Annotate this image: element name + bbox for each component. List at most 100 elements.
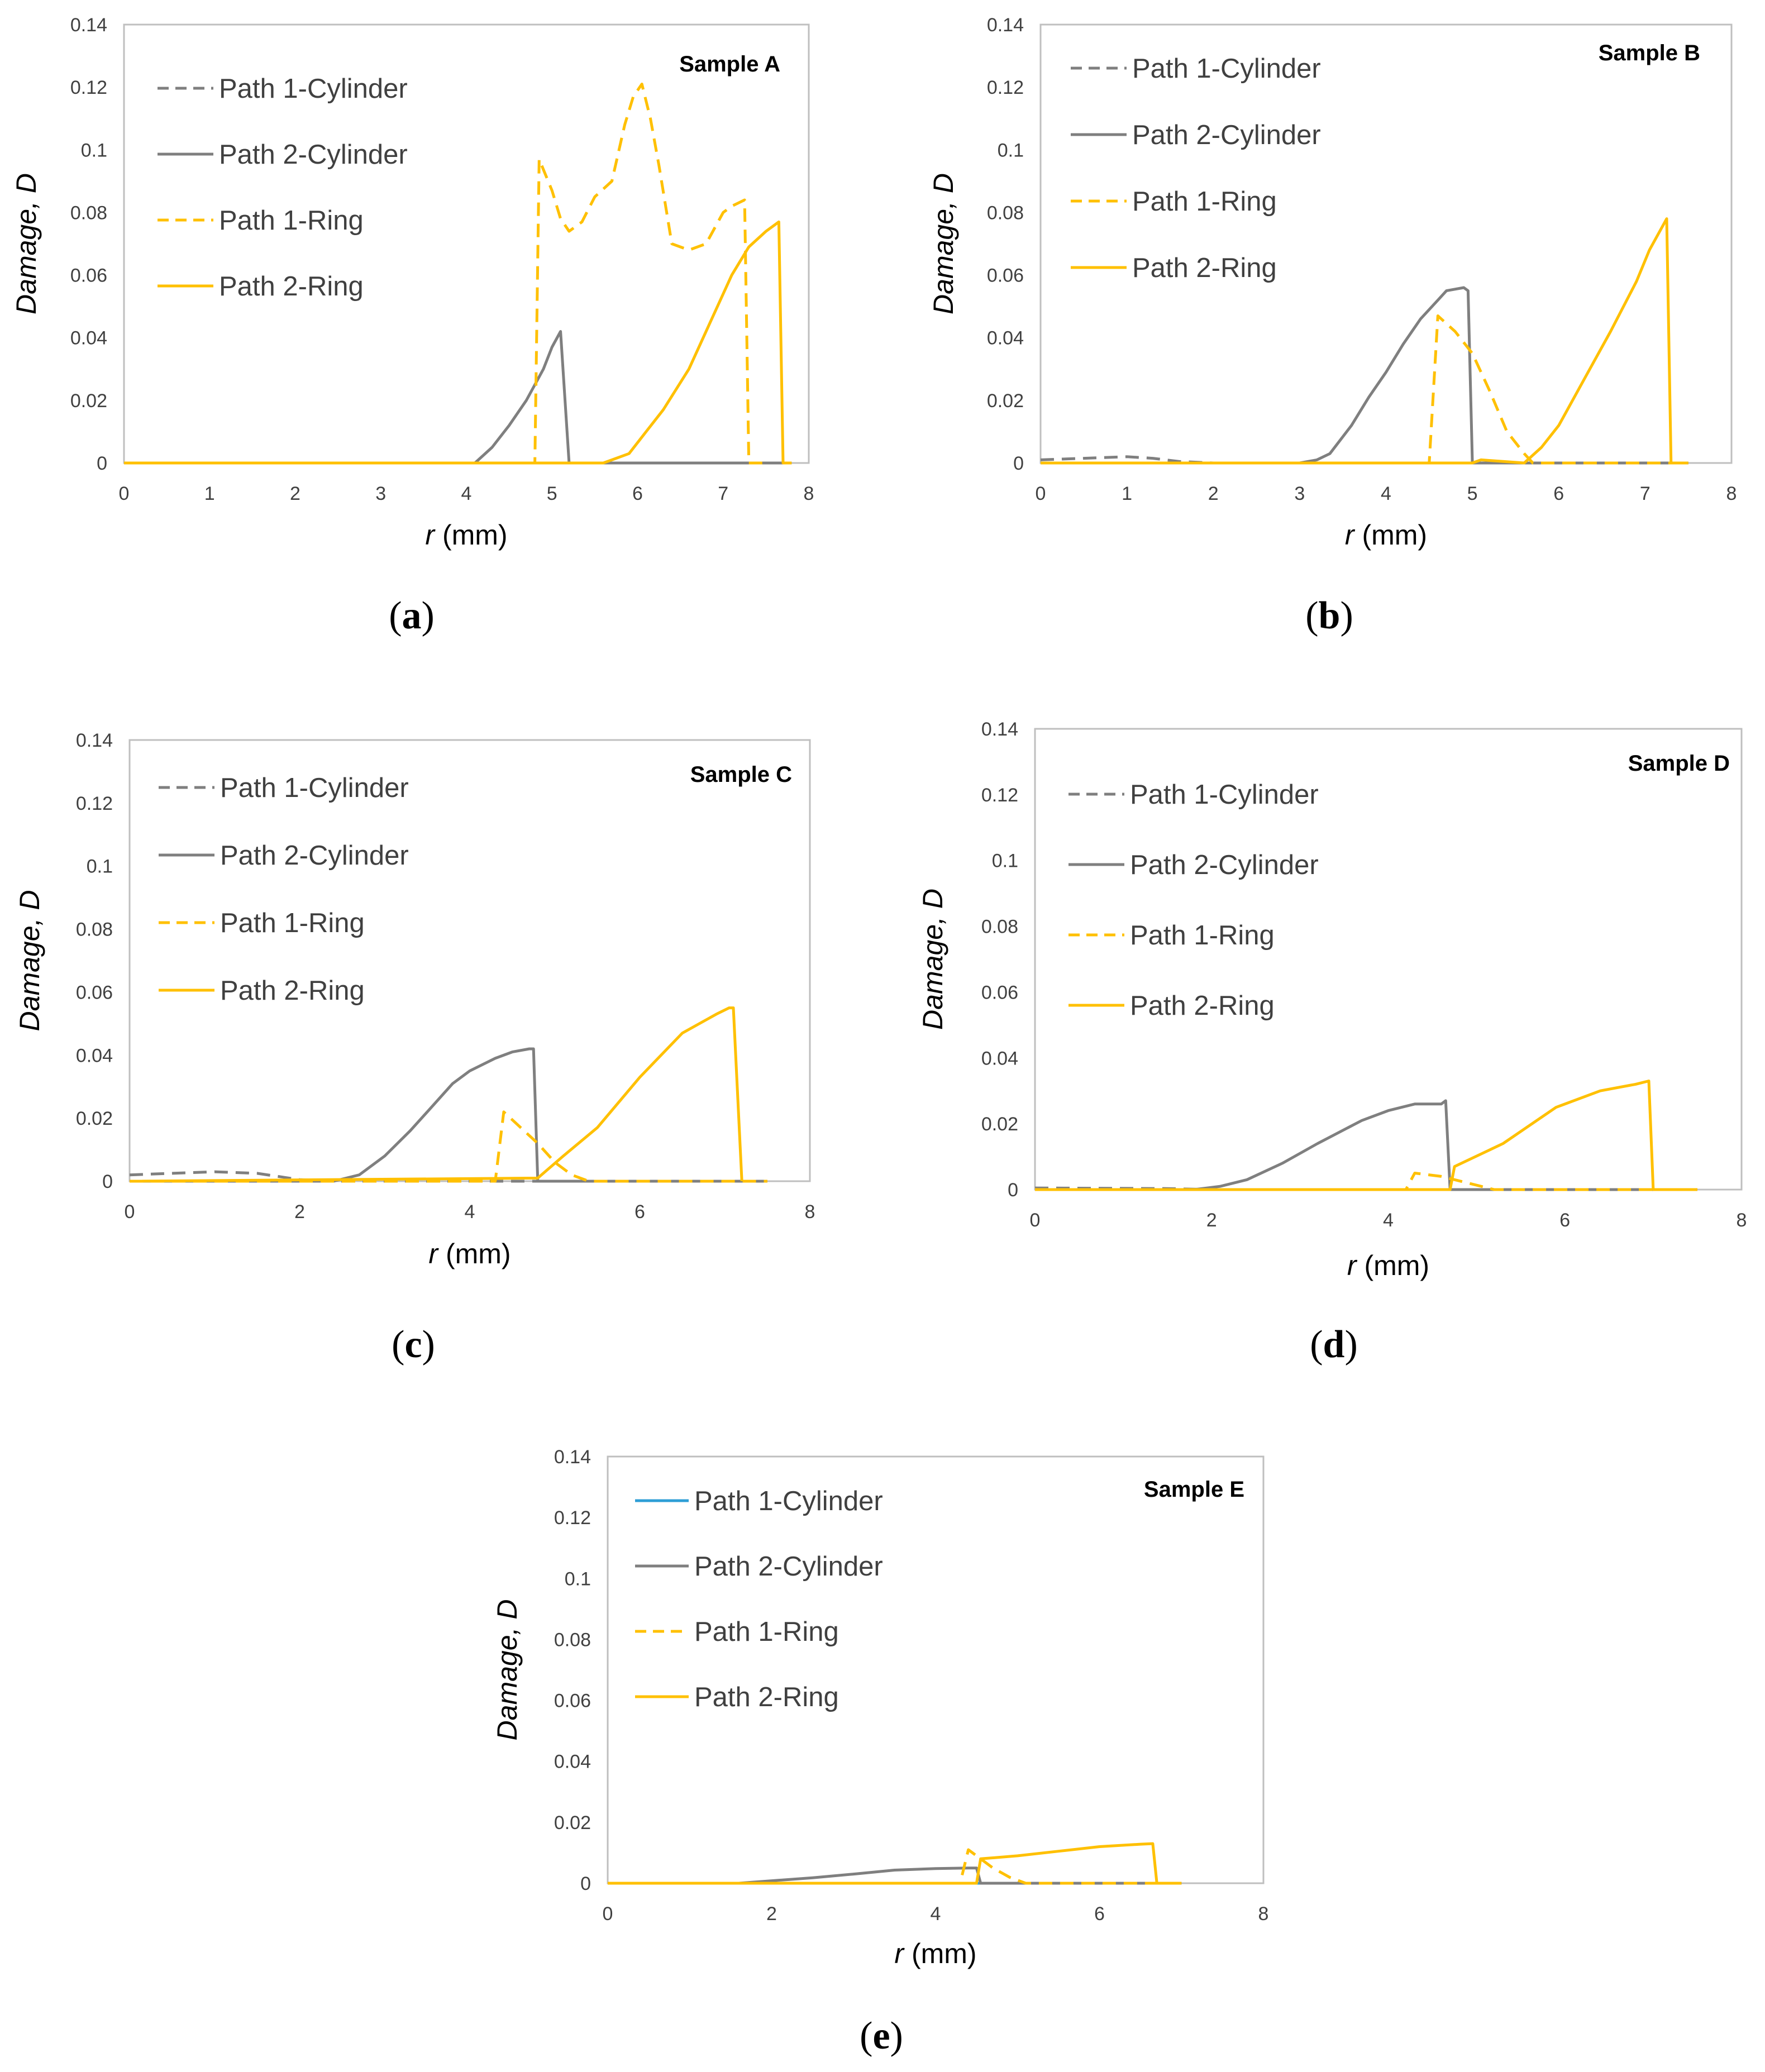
y-axis-label: Damage, D bbox=[917, 889, 948, 1030]
series-line-path-1-ring bbox=[130, 1110, 767, 1183]
x-tick-label: 2 bbox=[1208, 483, 1219, 504]
y-axis-label-text: Damage, D bbox=[11, 173, 42, 314]
y-tick-label: 0.12 bbox=[76, 793, 113, 814]
legend-entry-label: Path 2-Cylinder bbox=[220, 841, 409, 871]
x-tick-label: 7 bbox=[718, 483, 728, 504]
x-tick-label: 4 bbox=[465, 1201, 475, 1223]
series-line-path-1-ring bbox=[608, 1848, 1182, 1885]
x-tick-label: 4 bbox=[1381, 483, 1391, 504]
y-axis-label: Damage, D bbox=[492, 1600, 523, 1741]
x-tick-label: 6 bbox=[1553, 483, 1564, 504]
y-tick-label: 0.04 bbox=[554, 1751, 591, 1773]
x-tick-label: 8 bbox=[804, 483, 814, 504]
legend-entry-label: Path 2-Ring bbox=[220, 976, 365, 1006]
panel-caption-letter: a bbox=[402, 594, 422, 637]
y-tick-label: 0.04 bbox=[981, 1048, 1018, 1069]
series-line-path-2-ring bbox=[1041, 217, 1688, 465]
x-axis-label: r (mm) bbox=[894, 1938, 976, 1969]
y-tick-label: 0.02 bbox=[981, 1114, 1018, 1135]
panel-caption-open: ( bbox=[1310, 1323, 1323, 1366]
y-tick-label: 0.06 bbox=[987, 265, 1024, 287]
legend-entry-label: Path 1-Cylinder bbox=[694, 1486, 883, 1516]
y-tick-label: 0.04 bbox=[987, 328, 1024, 349]
x-tick-label: 4 bbox=[1383, 1210, 1394, 1231]
x-axis-label: r (mm) bbox=[1345, 519, 1427, 551]
x-axis-label-unit: (mm) bbox=[1354, 519, 1428, 551]
y-tick-label: 0.02 bbox=[554, 1812, 591, 1834]
y-tick-label: 0.1 bbox=[565, 1568, 591, 1589]
x-tick-label: 5 bbox=[1467, 483, 1478, 504]
panel-caption-letter: b bbox=[1319, 594, 1341, 637]
y-tick-label: 0.12 bbox=[554, 1507, 591, 1529]
y-tick-label: 0.08 bbox=[981, 916, 1018, 938]
legend-entry-label: Path 1-Cylinder bbox=[219, 74, 408, 104]
y-tick-label: 0 bbox=[1008, 1180, 1018, 1201]
x-axis-label-unit: (mm) bbox=[904, 1938, 977, 1969]
y-tick-label: 0.04 bbox=[70, 328, 107, 349]
chart-title: Sample B bbox=[1599, 41, 1700, 65]
x-axis-label: r (mm) bbox=[425, 519, 507, 551]
y-tick-label: 0.08 bbox=[987, 202, 1024, 223]
y-tick-label: 0 bbox=[97, 453, 107, 474]
x-tick-label: 1 bbox=[204, 483, 215, 504]
x-tick-label: 0 bbox=[1030, 1210, 1041, 1231]
x-tick-label: 4 bbox=[931, 1903, 941, 1925]
series-line-path-2-ring bbox=[129, 1006, 743, 1183]
y-axis-label-text: Damage, D bbox=[492, 1600, 523, 1741]
chart-title: Sample C bbox=[690, 762, 792, 787]
x-tick-label: 0 bbox=[603, 1903, 613, 1925]
y-tick-label: 0.06 bbox=[76, 982, 113, 1003]
y-tick-label: 0.14 bbox=[987, 15, 1024, 36]
x-tick-label: 7 bbox=[1640, 483, 1650, 504]
legend-entry-label: Path 2-Cylinder bbox=[1132, 120, 1321, 150]
legend-entry-label: Path 1-Ring bbox=[1130, 920, 1275, 951]
series-line-path-1-ring bbox=[124, 83, 766, 465]
y-tick-label: 0.14 bbox=[76, 730, 113, 751]
chart-title: Sample A bbox=[679, 52, 780, 77]
panel-caption-open: ( bbox=[389, 594, 402, 637]
x-tick-label: 1 bbox=[1122, 483, 1132, 504]
y-tick-label: 0.06 bbox=[554, 1691, 591, 1712]
series-line-path-2-cylinder bbox=[130, 1047, 767, 1183]
y-tick-label: 0 bbox=[1013, 453, 1024, 474]
panel-caption: (e) bbox=[860, 2014, 903, 2057]
y-axis-label-text: Damage, D bbox=[928, 173, 959, 314]
x-tick-label: 3 bbox=[1294, 483, 1305, 504]
y-tick-label: 0.02 bbox=[70, 390, 107, 412]
panel-caption: (a) bbox=[389, 594, 435, 637]
panel-caption-close: ) bbox=[890, 2014, 903, 2057]
y-tick-label: 0.08 bbox=[554, 1629, 591, 1650]
x-tick-label: 0 bbox=[125, 1201, 135, 1223]
panel-caption-close: ) bbox=[1340, 594, 1353, 637]
x-axis-label-var: r bbox=[425, 519, 436, 551]
y-tick-label: 0.04 bbox=[76, 1045, 113, 1066]
y-tick-label: 0.1 bbox=[87, 856, 113, 877]
legend-entry-label: Path 2-Cylinder bbox=[219, 140, 408, 170]
x-tick-label: 8 bbox=[1726, 483, 1737, 504]
x-tick-label: 6 bbox=[1094, 1903, 1105, 1925]
y-axis-label: Damage, D bbox=[14, 890, 45, 1032]
x-tick-label: 2 bbox=[766, 1903, 777, 1925]
x-tick-label: 8 bbox=[1737, 1210, 1747, 1231]
panel-caption-letter: e bbox=[872, 2014, 890, 2057]
legend-entry-label: Path 1-Ring bbox=[694, 1617, 839, 1647]
panel-caption-open: ( bbox=[1305, 594, 1318, 637]
panel-caption-close: ) bbox=[1344, 1323, 1357, 1366]
series-line-path-1-cylinder bbox=[129, 1170, 767, 1183]
panel-caption-open: ( bbox=[392, 1323, 404, 1366]
chart-title: Sample E bbox=[1144, 1477, 1244, 1502]
x-tick-label: 0 bbox=[1036, 483, 1046, 504]
x-tick-label: 6 bbox=[635, 1201, 645, 1223]
x-axis-label-var: r bbox=[1345, 519, 1356, 551]
legend-entry-label: Path 1-Cylinder bbox=[220, 773, 409, 803]
legend-entry-label: Path 2-Cylinder bbox=[1130, 850, 1319, 880]
y-tick-label: 0.1 bbox=[998, 140, 1024, 161]
x-axis-label-var: r bbox=[1347, 1250, 1358, 1281]
y-tick-label: 0.08 bbox=[76, 919, 113, 940]
legend-entry-label: Path 1-Ring bbox=[220, 908, 365, 938]
x-axis-label: r (mm) bbox=[428, 1238, 511, 1269]
chart-panel-d: 0 0.02 0.04 0.06 0.08 0.1 0.12 0.14 0 2 4 6 8 Path 1-… bbox=[917, 719, 1747, 1366]
y-tick-label: 0.1 bbox=[992, 851, 1018, 872]
legend: Path 1-Cylinder Path 2-Cylinder Path 1-Rin… bbox=[1071, 54, 1321, 283]
